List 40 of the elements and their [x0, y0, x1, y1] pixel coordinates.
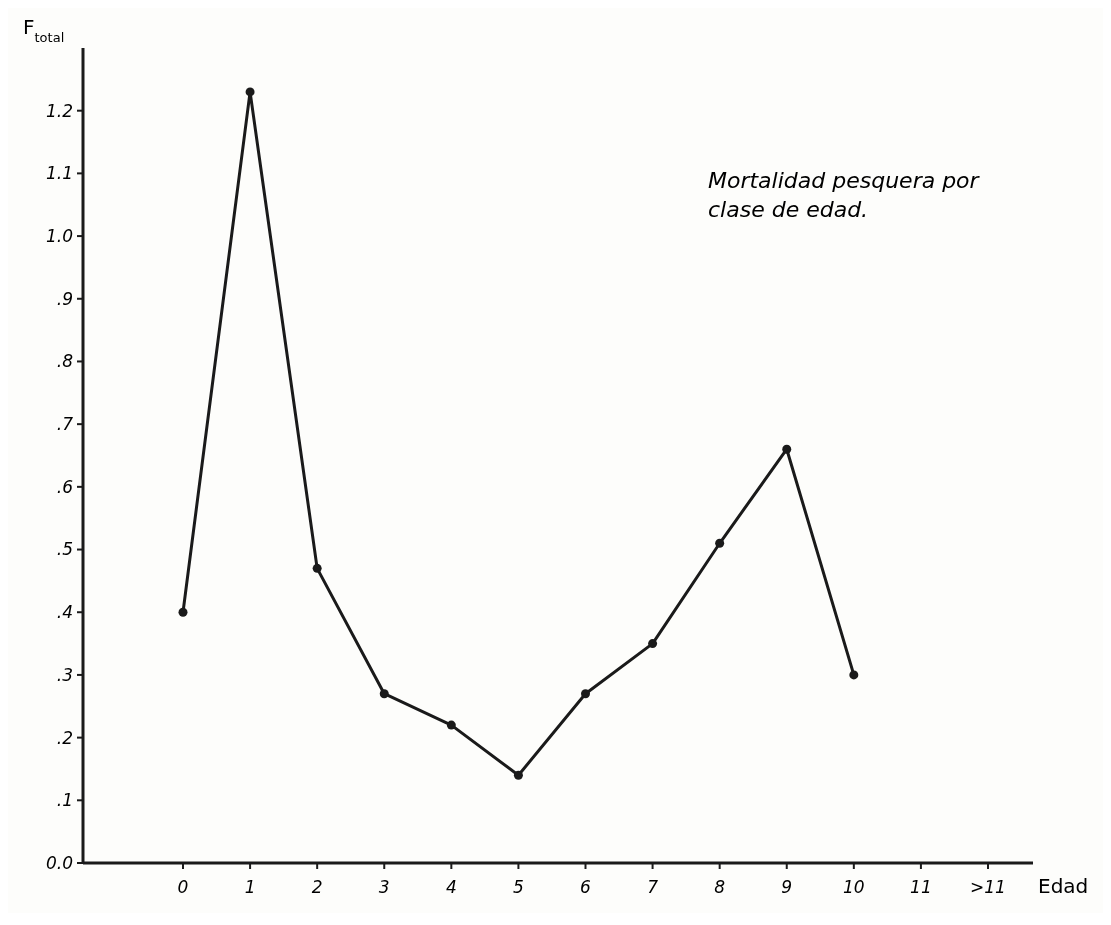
y-tick-label: .2 [56, 727, 73, 748]
point [782, 444, 792, 454]
y-tick-label: .8 [56, 351, 74, 372]
y-tick-label: .7 [56, 414, 74, 435]
y-tick-label: .5 [56, 539, 73, 560]
point [245, 87, 255, 97]
y-tick-label: .1 [56, 790, 73, 811]
point [849, 670, 859, 680]
point [513, 770, 523, 780]
x-tick-label: 1 [244, 877, 256, 897]
y-axis-title: F$_{total}$ [23, 15, 65, 45]
x-tick-label: >11 [970, 877, 1006, 897]
x-tick-label: 5 [513, 877, 524, 897]
x-tick-label: 4 [445, 877, 457, 897]
point [446, 720, 456, 730]
point [581, 689, 590, 699]
point [178, 607, 188, 617]
x-tick-label: 0 [177, 877, 189, 897]
x-tick-label: 2 [311, 877, 323, 897]
x-axis-title: Edad [1038, 874, 1089, 898]
y-tick-label: 1.0 [45, 226, 73, 247]
x-tick-label: 3 [378, 877, 390, 897]
x-tick-label: 7 [647, 877, 659, 897]
x-tick-label: 11 [910, 877, 932, 897]
y-tick-label: 0.0 [45, 852, 73, 873]
y-tick-label: 1.1 [45, 163, 73, 184]
annotation: Mortalidad pesquera por clase de edad. [708, 168, 981, 222]
y-tick-label: .9 [56, 288, 73, 309]
x-tick-label: 6 [580, 877, 592, 897]
point [715, 538, 725, 548]
point [648, 639, 658, 649]
x-tick-label: 9 [781, 877, 793, 897]
point [312, 563, 322, 573]
y-tick-label: .6 [56, 476, 74, 497]
y-tick-label: 1.2 [45, 100, 73, 121]
y-tick-label: .4 [56, 602, 73, 623]
y-tick-label: .3 [56, 664, 73, 685]
point [379, 689, 389, 699]
x-tick-label: 10 [843, 877, 865, 897]
x-tick-label: 8 [714, 877, 726, 897]
